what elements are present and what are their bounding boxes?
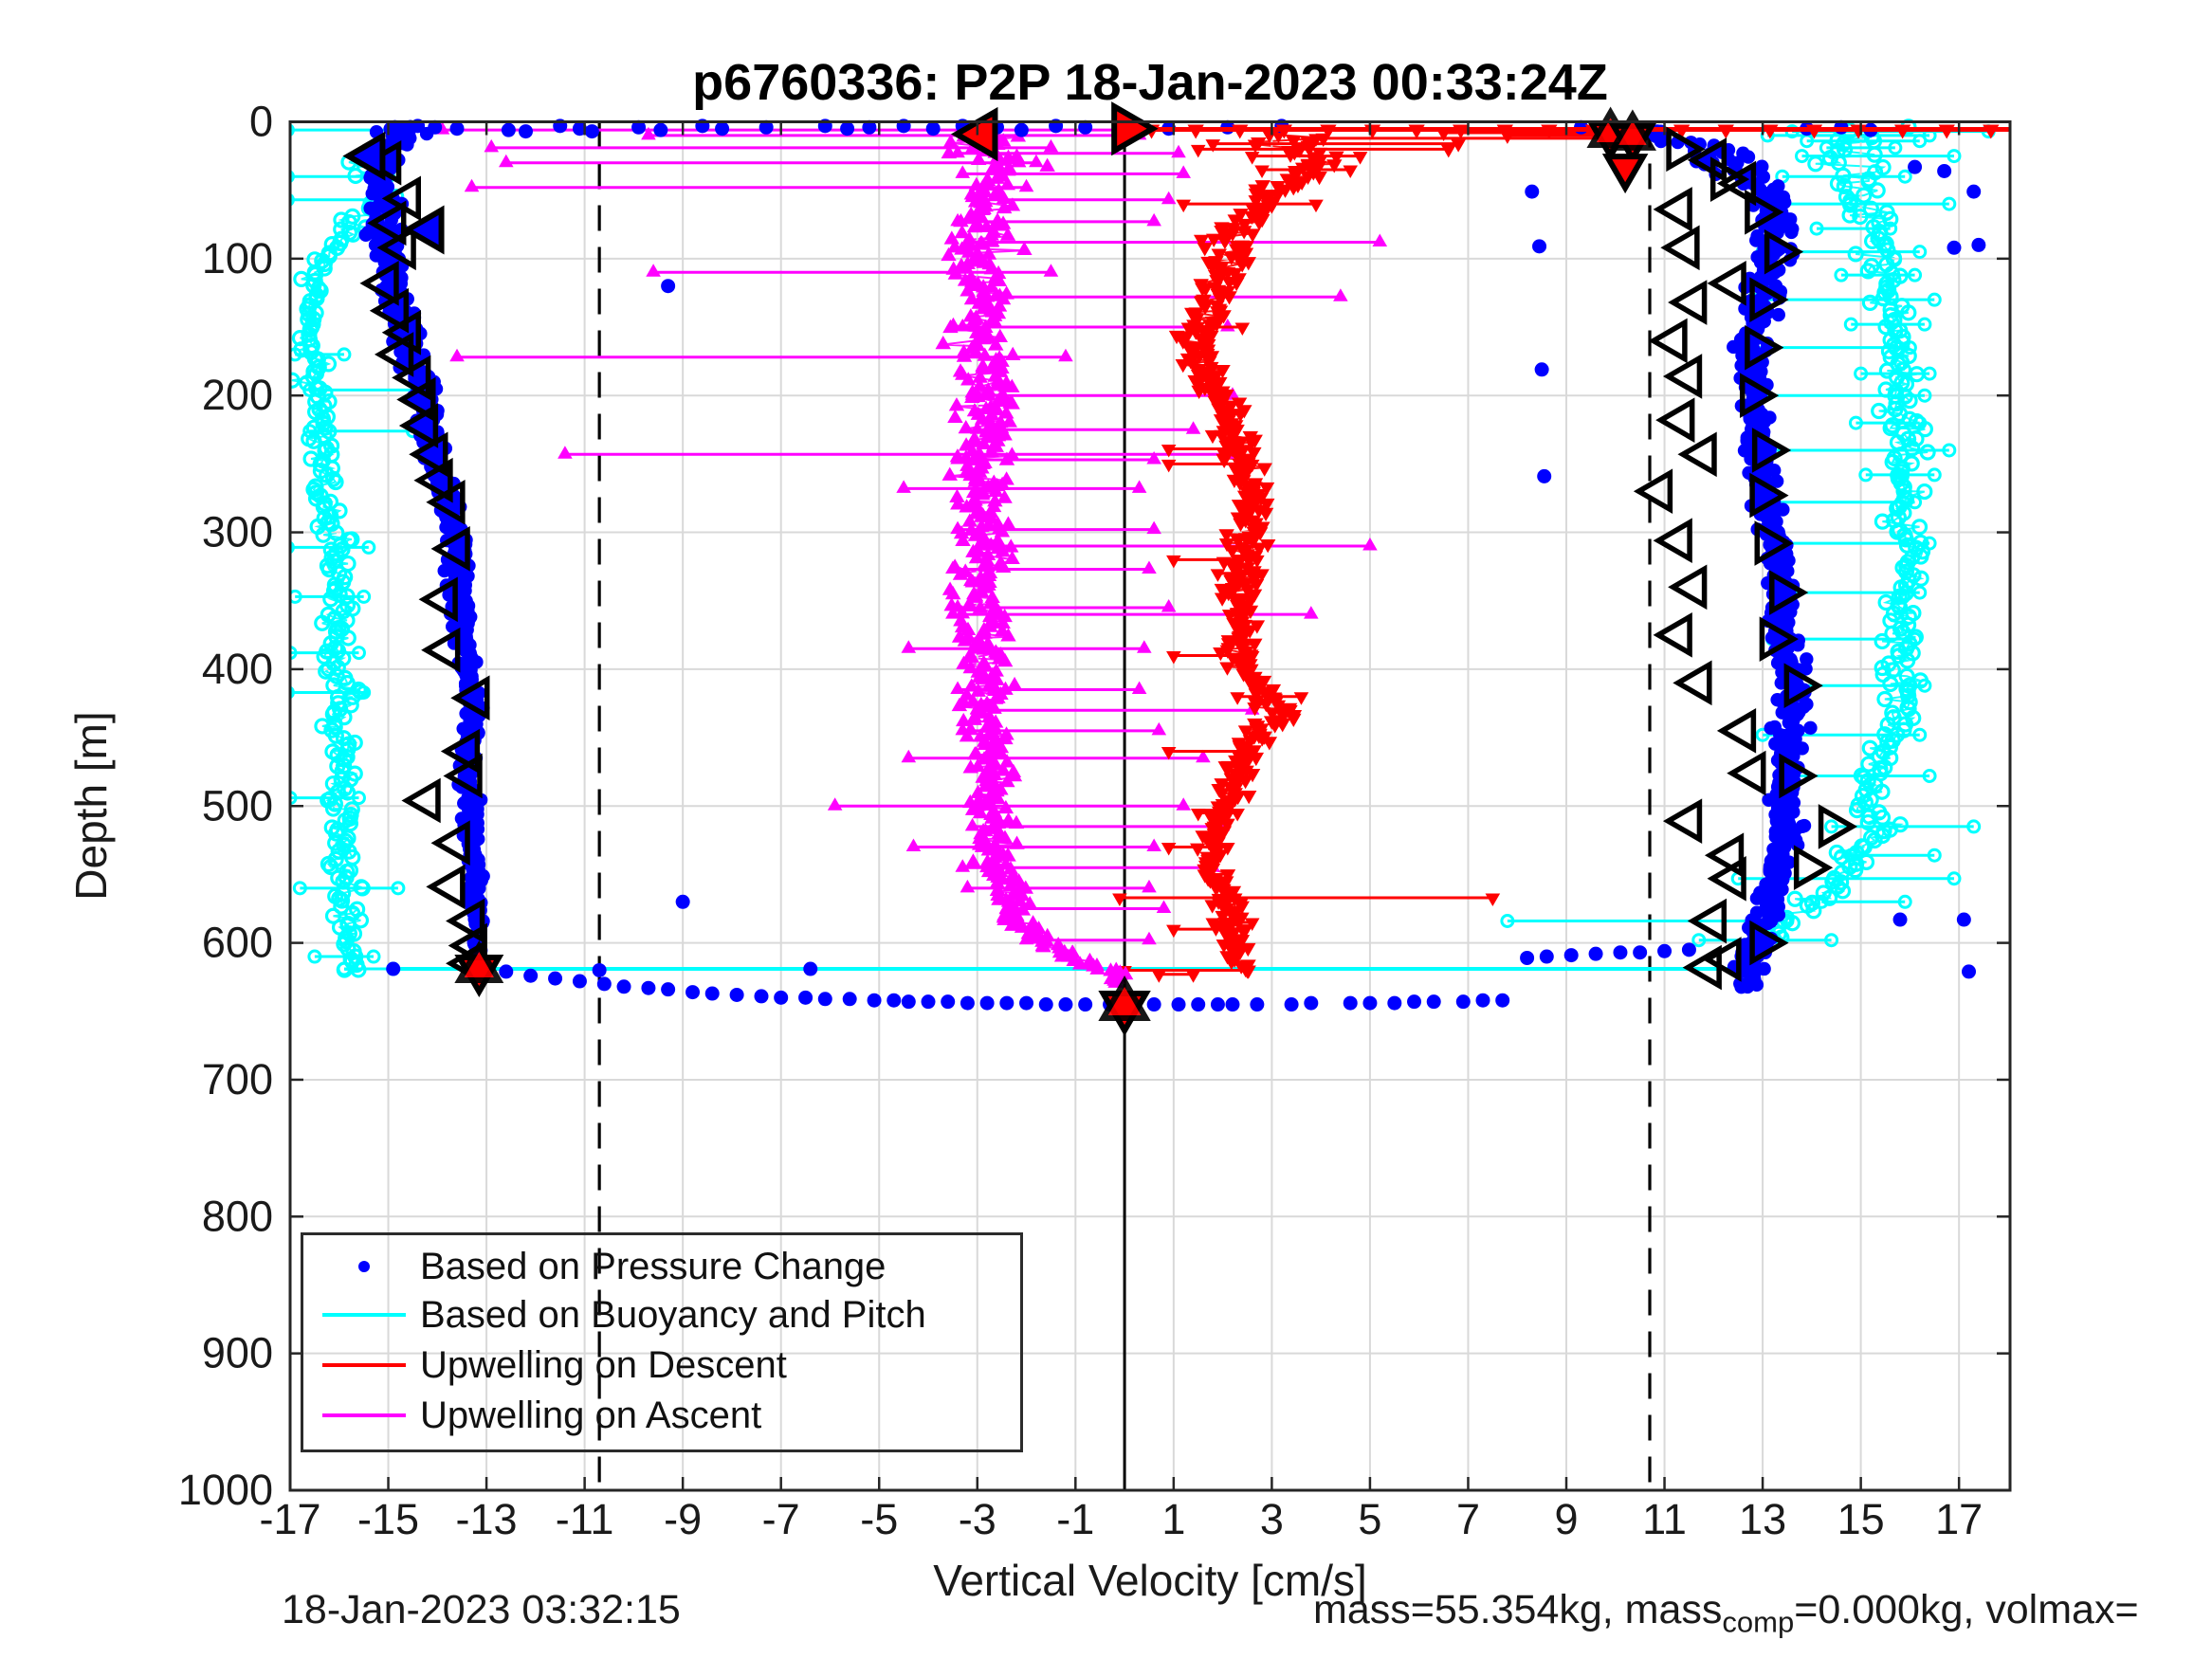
legend-item: Upwelling on Ascent [303, 1392, 1020, 1439]
svg-text:-5: -5 [860, 1495, 898, 1543]
svg-text:1000: 1000 [178, 1466, 273, 1514]
svg-text:-7: -7 [762, 1495, 800, 1543]
svg-text:5: 5 [1358, 1495, 1381, 1543]
mass-text: mass=55.354kg, mass [1313, 1587, 1723, 1632]
svg-text:300: 300 [202, 508, 273, 556]
mass-subscript: comp [1722, 1605, 1795, 1639]
legend-item-label: Upwelling on Descent [420, 1344, 787, 1386]
svg-text:0: 0 [249, 98, 273, 146]
legend-line-sample [322, 1291, 406, 1339]
svg-text:9: 9 [1554, 1495, 1578, 1543]
legend-item-label: Upwelling on Ascent [420, 1395, 762, 1436]
legend-line-sample [322, 1341, 406, 1389]
legend: Based on Pressure Change Based on Buoyan… [301, 1232, 1023, 1452]
svg-text:-13: -13 [456, 1495, 518, 1543]
svg-text:-1: -1 [1056, 1495, 1094, 1543]
svg-text:900: 900 [202, 1329, 273, 1377]
legend-dot-sample [322, 1243, 406, 1290]
svg-text:11: 11 [1642, 1495, 1687, 1543]
svg-text:7: 7 [1456, 1495, 1480, 1543]
x-axis-label: Vertical Velocity [cm/s] [933, 1556, 1367, 1605]
svg-text:600: 600 [202, 919, 273, 967]
svg-text:15: 15 [1837, 1495, 1885, 1543]
mass-info-label: mass=55.354kg, masscomp=0.000kg, volmax= [1313, 1587, 2139, 1640]
svg-text:200: 200 [202, 371, 273, 419]
legend-item: Based on Pressure Change [303, 1243, 1020, 1290]
svg-text:800: 800 [202, 1192, 273, 1240]
svg-text:-9: -9 [664, 1495, 702, 1543]
y-axis-label: Depth [m] [66, 711, 116, 901]
legend-item-label: Based on Pressure Change [420, 1246, 887, 1287]
legend-item: Based on Buoyancy and Pitch [303, 1291, 1020, 1339]
page-title: p6760336: P2P 18-Jan-2023 00:33:24Z [692, 54, 1608, 111]
legend-line-sample [322, 1392, 406, 1439]
svg-text:100: 100 [202, 234, 273, 283]
svg-text:-3: -3 [959, 1495, 996, 1543]
svg-text:13: 13 [1739, 1495, 1786, 1543]
svg-text:-11: -11 [556, 1495, 614, 1543]
svg-text:700: 700 [202, 1055, 273, 1103]
legend-item-label: Based on Buoyancy and Pitch [420, 1294, 926, 1336]
svg-text:400: 400 [202, 645, 273, 693]
svg-text:3: 3 [1260, 1495, 1284, 1543]
svg-text:-15: -15 [357, 1495, 419, 1543]
timestamp-label: 18-Jan-2023 03:32:15 [282, 1587, 681, 1632]
svg-text:17: 17 [1935, 1495, 1983, 1543]
legend-item: Upwelling on Descent [303, 1341, 1020, 1389]
svg-text:1: 1 [1161, 1495, 1185, 1543]
svg-text:500: 500 [202, 781, 273, 830]
svg-text:-17: -17 [259, 1495, 320, 1543]
mass-text-tail: =0.000kg, volmax= [1794, 1587, 2139, 1632]
